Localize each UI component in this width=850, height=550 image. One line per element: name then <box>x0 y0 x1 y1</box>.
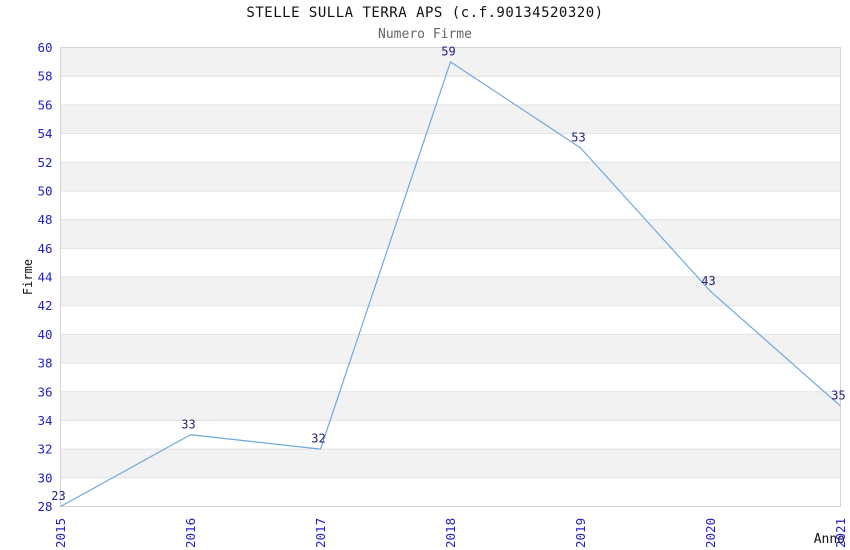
grid-band <box>60 162 841 191</box>
grid-band <box>60 277 841 306</box>
y-tick-label: 46 <box>37 241 52 256</box>
y-tick-label: 56 <box>37 97 52 112</box>
y-tick-label: 60 <box>37 40 52 55</box>
x-tick-label: 2018 <box>443 518 458 548</box>
y-tick-label: 34 <box>37 413 52 428</box>
series-line <box>60 61 841 508</box>
y-tick-label: 32 <box>37 442 52 457</box>
x-tick-label: 2019 <box>573 518 588 548</box>
x-tick-label: 2020 <box>703 518 718 548</box>
grid-band <box>60 219 841 249</box>
data-label: 53 <box>571 130 585 144</box>
data-label: 43 <box>701 274 715 288</box>
y-tick-label: 30 <box>37 470 52 485</box>
x-tick-label: 2021 <box>833 518 848 548</box>
y-tick-label: 58 <box>37 69 52 84</box>
x-tick-label: 2017 <box>313 518 328 548</box>
y-tick-label: 44 <box>37 270 52 285</box>
x-tick-label: 2015 <box>53 518 68 548</box>
data-label: 35 <box>831 389 845 403</box>
chart-title: STELLE SULLA TERRA APS (c.f.90134520320) <box>246 5 604 21</box>
x-tick-label: 2016 <box>183 518 198 548</box>
x-axis-title: Anno <box>813 532 845 547</box>
plot-border <box>60 47 841 507</box>
data-label: 59 <box>441 44 455 58</box>
y-tick-label: 42 <box>37 298 52 313</box>
grid-band <box>60 104 841 134</box>
y-tick-label: 48 <box>37 212 52 227</box>
grid-band <box>60 449 841 478</box>
data-label: 23 <box>51 489 65 503</box>
y-tick-label: 36 <box>37 384 52 399</box>
data-label: 32 <box>311 432 325 446</box>
chart-subtitle: Numero Firme <box>378 27 472 42</box>
y-tick-label: 54 <box>37 126 52 141</box>
y-tick-label: 52 <box>37 155 52 170</box>
grid-band <box>60 334 841 364</box>
y-tick-label: 50 <box>37 183 52 198</box>
y-tick-label: 40 <box>37 327 52 342</box>
y-tick-label: 38 <box>37 356 52 371</box>
grid-band <box>60 391 841 421</box>
data-label: 33 <box>181 417 195 431</box>
y-tick-label: 28 <box>37 499 52 514</box>
